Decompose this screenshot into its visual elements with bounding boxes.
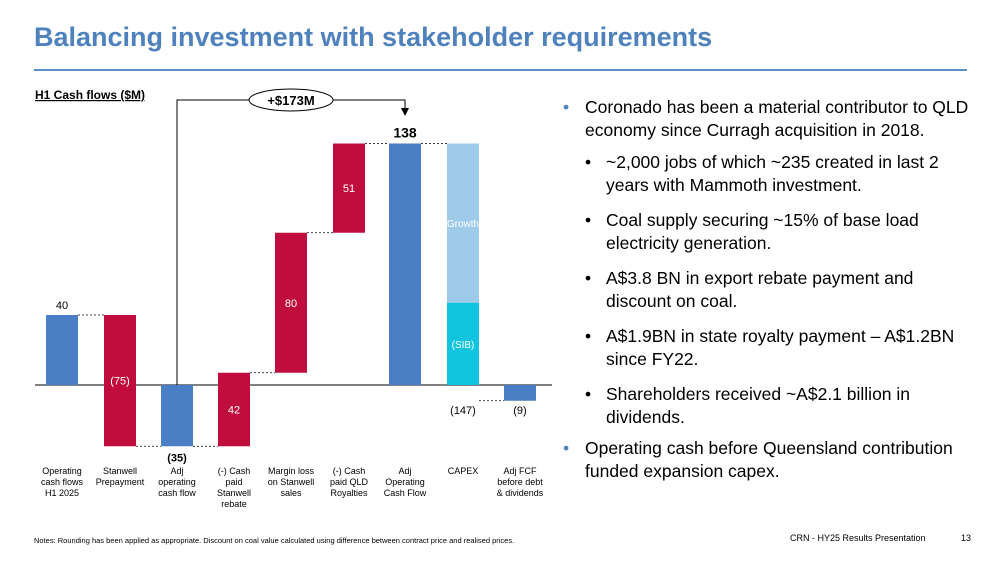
bridge-label-oval xyxy=(248,88,334,112)
sub-bullet-item: • Shareholders received ~A$2.1 billion in… xyxy=(563,383,973,429)
bar-value-label: (147) xyxy=(450,405,476,417)
category-label: (-) Cash xyxy=(333,466,366,476)
bar-value-label: (35) xyxy=(167,452,187,464)
bullet-list: • Coronado has been a material contributo… xyxy=(563,96,973,492)
category-label: Stanwell xyxy=(217,488,251,498)
capex-segment-label: (SIB) xyxy=(452,340,475,351)
waterfall-bar xyxy=(275,232,307,373)
waterfall-bar xyxy=(389,143,421,385)
waterfall-bar xyxy=(104,315,136,447)
category-label: Operating xyxy=(42,466,82,476)
sub-bullet-item: • A$3.8 BN in export rebate payment and d… xyxy=(563,267,973,313)
bullet-text: Shareholders received ~A$2.1 billion in … xyxy=(606,384,911,427)
category-label: Adj FCF xyxy=(503,466,537,476)
category-label: sales xyxy=(280,488,302,498)
category-label: Operating xyxy=(385,477,425,487)
bar-value-label: 42 xyxy=(228,405,240,417)
waterfall-bar xyxy=(218,372,250,447)
category-label: paid xyxy=(225,477,242,487)
capex-segment-bar xyxy=(447,143,479,303)
category-label: (-) Cash xyxy=(218,466,251,476)
bar-value-label: 80 xyxy=(285,298,297,310)
bullet-dot-icon: • xyxy=(585,268,592,288)
bullet-dot-icon: • xyxy=(585,384,592,404)
category-label: operating xyxy=(158,477,196,487)
category-label: cash flows xyxy=(41,477,84,487)
bar-value-label: (75) xyxy=(110,376,130,388)
capex-segment-label: (Growth) xyxy=(444,219,483,230)
bullet-text: A$1.9BN in state royalty payment – A$1.2… xyxy=(606,326,955,369)
category-label: H1 2025 xyxy=(45,488,79,498)
waterfall-bar xyxy=(504,385,536,401)
bullet-dot-icon: • xyxy=(585,326,592,346)
sub-bullet-item: • A$1.9BN in state royalty payment – A$1.… xyxy=(563,325,973,371)
category-label: Margin loss xyxy=(268,466,315,476)
arrow-down-icon xyxy=(401,108,409,116)
bullet-text: Coal supply securing ~15% of base load e… xyxy=(606,210,919,253)
bullet-text: Coronado has been a material contributor… xyxy=(585,97,969,140)
waterfall-bar xyxy=(333,143,365,233)
page-number: 13 xyxy=(961,533,972,543)
bar-value-label: 138 xyxy=(393,125,417,141)
category-label: & dividends xyxy=(497,488,544,498)
bullet-dot-icon: • xyxy=(585,210,592,230)
bridge-label: +$173M xyxy=(267,93,314,108)
bullet-item: • Coronado has been a material contributo… xyxy=(563,96,973,142)
category-label: on Stanwell xyxy=(268,477,315,487)
waterfall-chart: H1 Cash flows ($M) 40 (75) (35) 42 80 51 138 (Gr… xyxy=(35,88,552,509)
footer-text: CRN - HY25 Results Presentation xyxy=(790,533,926,543)
bar-value-label: 40 xyxy=(56,300,68,312)
category-label: Royalties xyxy=(330,488,368,498)
bullet-text: A$3.8 BN in export rebate payment and di… xyxy=(606,268,914,311)
bullet-text: ~2,000 jobs of which ~235 created in las… xyxy=(606,152,939,195)
bar-value-label: 51 xyxy=(343,183,355,195)
category-label: Cash Flow xyxy=(384,488,427,498)
category-label: Stanwell xyxy=(103,466,137,476)
bullet-item: • Operating cash before Queensland contri… xyxy=(563,437,973,483)
page-title: Balancing investment with stakeholder re… xyxy=(34,22,713,52)
waterfall-bar xyxy=(161,385,193,447)
bullet-dot-icon: • xyxy=(585,152,592,172)
bar-value-label: (9) xyxy=(513,405,526,417)
title-divider xyxy=(34,69,967,71)
sub-bullet-item: • ~2,000 jobs of which ~235 created in la… xyxy=(563,151,973,197)
sub-bullet-item: • Coal supply securing ~15% of base load … xyxy=(563,209,973,255)
category-label: Adj xyxy=(170,466,183,476)
bullet-dot-icon: • xyxy=(563,438,570,458)
waterfall-bar xyxy=(46,315,78,385)
bullet-text: Operating cash before Queensland contrib… xyxy=(585,438,953,481)
category-label: cash flow xyxy=(158,488,196,498)
category-label: CAPEX xyxy=(448,466,479,476)
category-label: paid QLD xyxy=(330,477,369,487)
chart-subtitle: H1 Cash flows ($M) xyxy=(35,88,145,102)
footnote: Notes: Rounding has been applied as appr… xyxy=(34,536,515,545)
category-label: Adj xyxy=(398,466,411,476)
category-label: Prepayment xyxy=(96,477,145,487)
capex-segment-bar xyxy=(447,302,479,385)
bullet-dot-icon: • xyxy=(563,97,570,117)
category-label: rebate xyxy=(221,499,247,509)
category-label: before debt xyxy=(497,477,543,487)
